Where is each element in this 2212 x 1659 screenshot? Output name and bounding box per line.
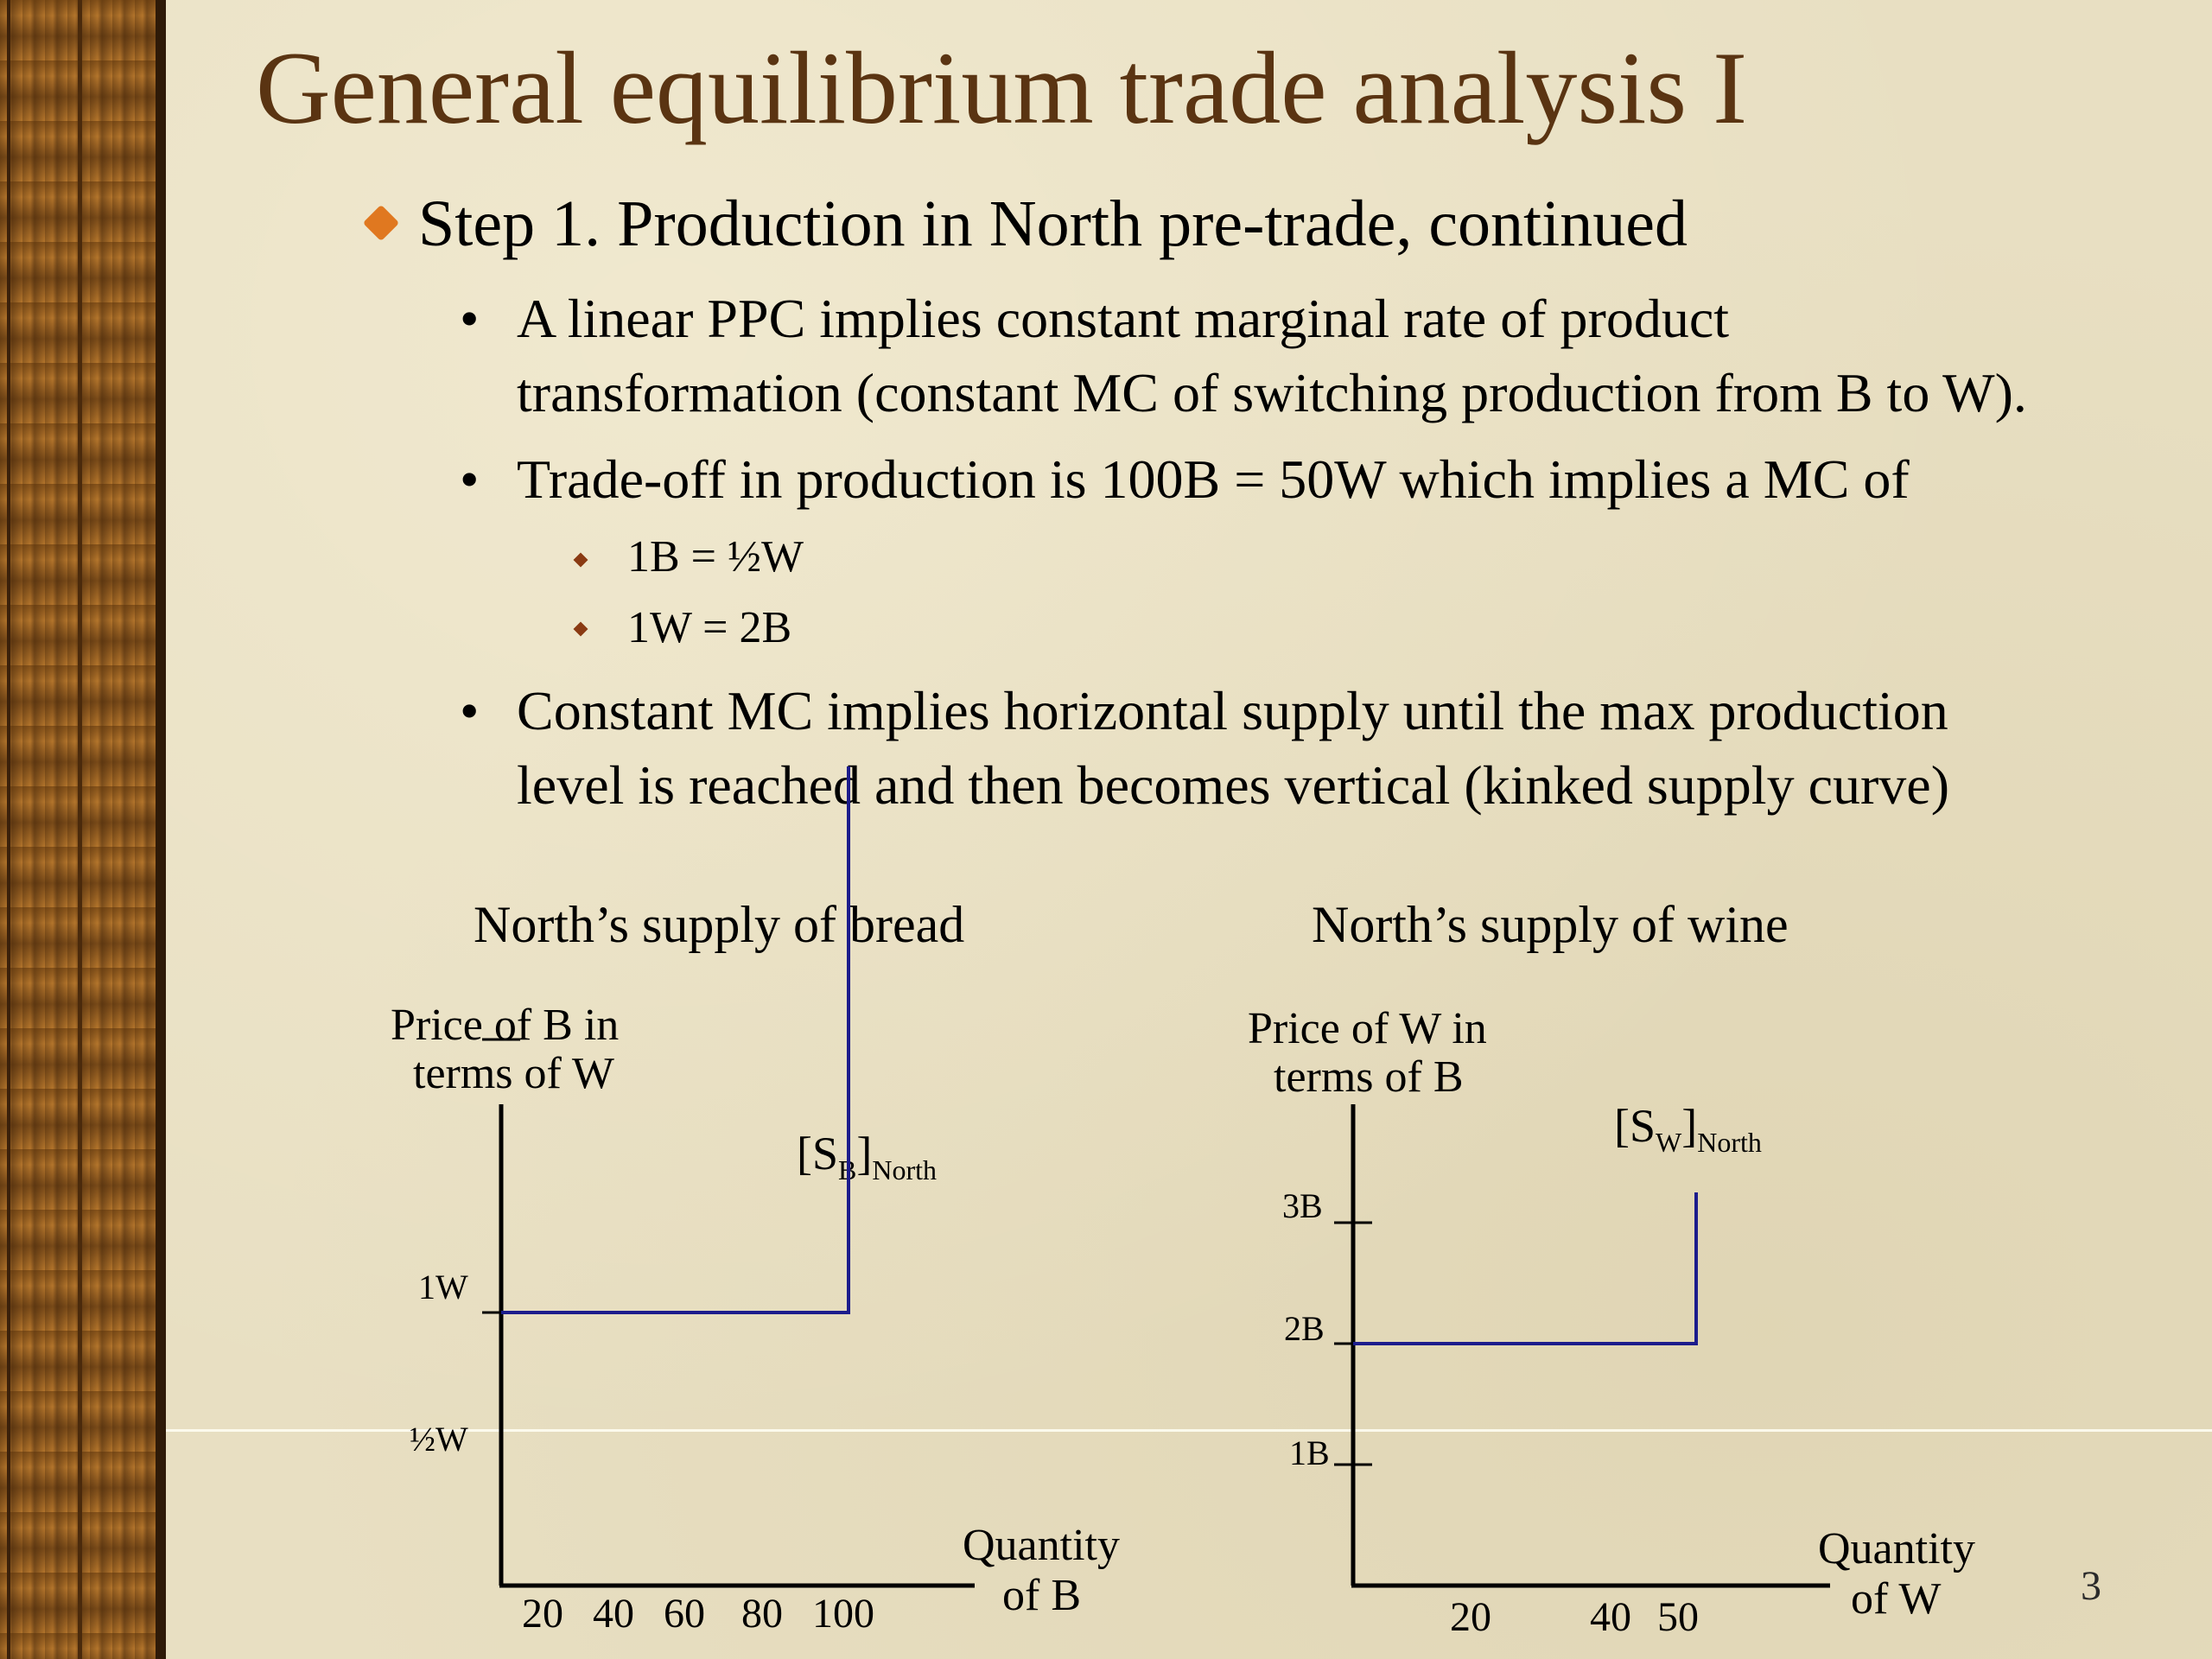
wine-supply-curve xyxy=(1353,1192,1698,1345)
bread-x-tick-label: 80 xyxy=(741,1591,783,1637)
wine-y-axis-label-2: terms of B xyxy=(1274,1052,1464,1102)
wine-supply-label: [SW]North xyxy=(1614,1100,1762,1158)
bullet-constant-line1: Constant MC implies horizontal supply un… xyxy=(517,680,1948,741)
bread-supply-curve xyxy=(501,766,850,1314)
wood-groove xyxy=(7,0,10,1659)
bread-x-axis-label-2: of B xyxy=(1002,1571,1081,1620)
bread-y-tick-label: ½W xyxy=(410,1420,468,1459)
wine-y-tick-label: 3B xyxy=(1282,1186,1323,1225)
wine-x-tick-label: 20 xyxy=(1450,1594,1491,1640)
wine-y-tick-label: 1B xyxy=(1289,1433,1330,1472)
wood-groove xyxy=(78,0,82,1659)
bullet-ppc-line1: A linear PPC implies constant marginal r… xyxy=(517,288,1729,349)
bread-y-axis-label-1: Price of B in xyxy=(391,1001,620,1050)
subbullet-1w: 1W = 2B xyxy=(627,603,792,652)
wine-y-axis-label-1: Price of W in xyxy=(1248,1004,1487,1053)
subbullet-1b: 1B = ½W xyxy=(627,532,804,582)
bread-x-tick-label: 100 xyxy=(812,1591,874,1637)
scan-streak xyxy=(166,1429,2212,1432)
bullet-dot-icon: • xyxy=(460,680,480,741)
wine-x-tick-label: 50 xyxy=(1657,1594,1699,1640)
bullet-constant-line2: level is reached and then becomes vertic… xyxy=(517,754,1949,816)
wine-x-axis-label-1: Quantity xyxy=(1818,1524,1975,1573)
bread-x-tick-label: 40 xyxy=(593,1591,634,1637)
slide-title: General equilibrium trade analysis I xyxy=(256,30,1748,145)
wine-y-tick-label: 2B xyxy=(1284,1309,1325,1348)
wine-chart-title: North’s supply of wine xyxy=(1312,896,1789,953)
bullet-ppc-line2: transformation (constant MC of switching… xyxy=(517,362,2027,423)
wine-x-tick-label: 40 xyxy=(1590,1594,1631,1640)
bullet-dot-icon: • xyxy=(460,448,480,510)
wine-x-axis-label-2: of W xyxy=(1851,1574,1942,1624)
bread-y-tick-label: 1W xyxy=(418,1268,468,1306)
page-number: 3 xyxy=(2081,1563,2101,1609)
wood-edge xyxy=(156,0,166,1659)
bullet-tradeoff: Trade-off in production is 100B = 50W wh… xyxy=(517,448,1910,510)
bullet-step: Step 1. Production in North pre-trade, c… xyxy=(418,188,1688,260)
bread-x-tick-label: 20 xyxy=(522,1591,563,1637)
bread-supply-label: [SB]North xyxy=(797,1128,937,1185)
bread-y-axis-label-2: terms of W xyxy=(413,1049,614,1098)
bread-x-tick-label: 60 xyxy=(664,1591,705,1637)
bread-x-axis-label-1: Quantity xyxy=(963,1521,1120,1570)
bread-chart-title: North’s supply of bread xyxy=(474,896,965,953)
bullet-dot-icon: • xyxy=(460,288,480,349)
wood-sidebar xyxy=(0,0,166,1659)
